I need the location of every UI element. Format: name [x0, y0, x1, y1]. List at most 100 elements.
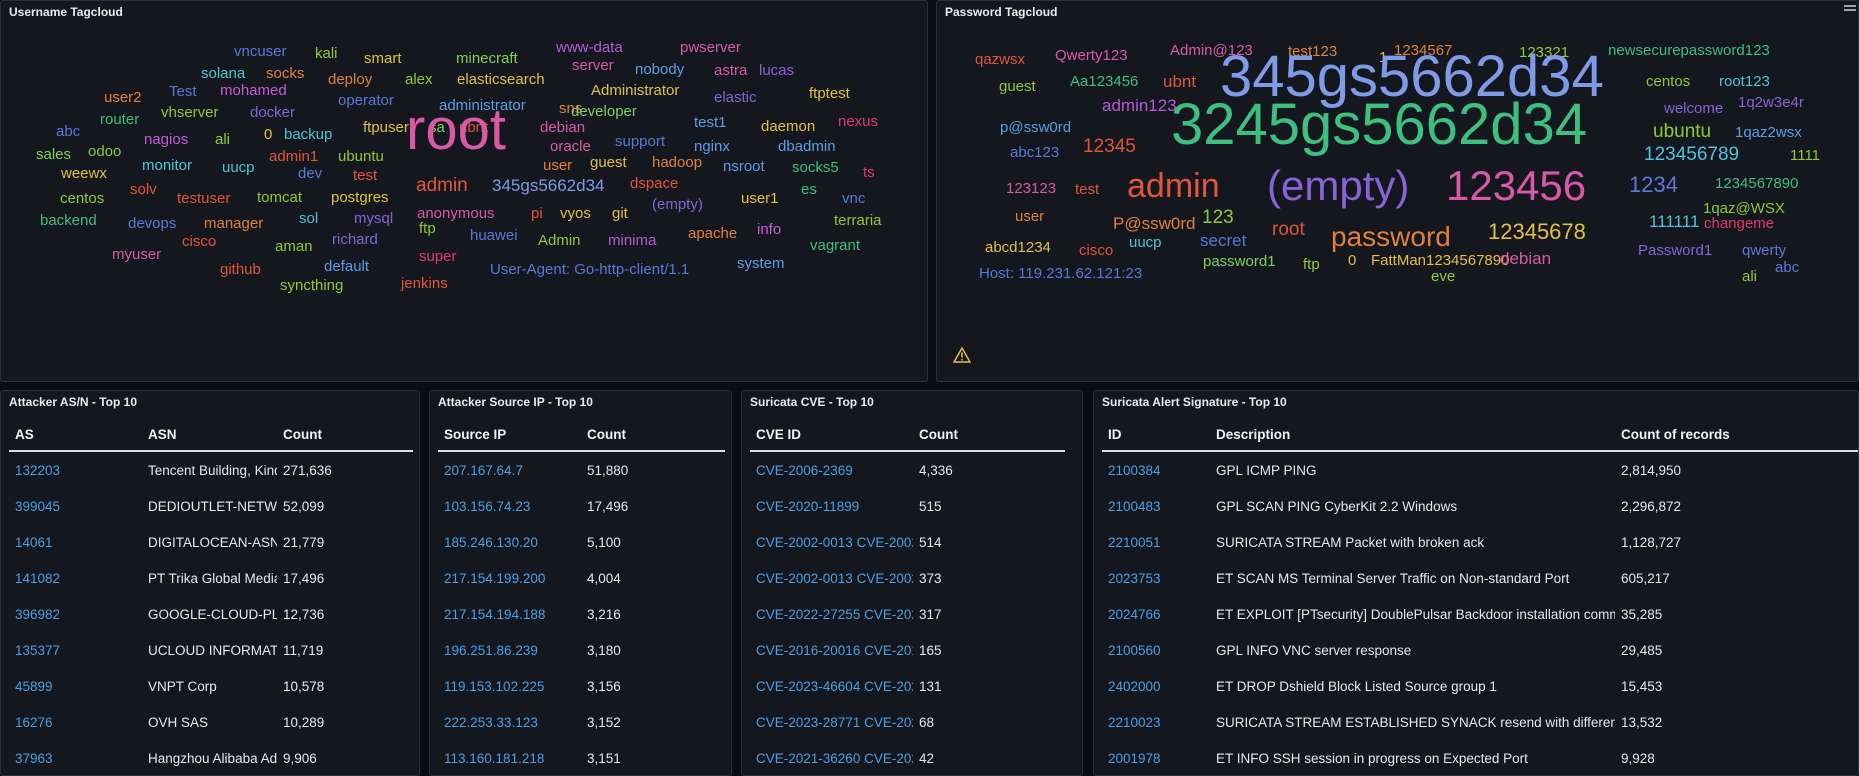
tag-word[interactable]: git: [612, 205, 628, 223]
tag-word[interactable]: admin123: [1102, 96, 1177, 116]
tag-word[interactable]: vncuser: [234, 43, 287, 61]
column-header[interactable]: CVE ID: [750, 419, 913, 452]
tag-word[interactable]: guest: [999, 78, 1036, 96]
tag-word[interactable]: welcome: [1664, 100, 1724, 118]
tag-word[interactable]: secret: [1200, 231, 1247, 251]
tag-word[interactable]: user: [543, 157, 573, 175]
tag-word[interactable]: mysql: [354, 210, 394, 228]
table-cell-link[interactable]: CVE-2002-0013 CVE-2002-0012: [756, 534, 913, 550]
table-cell-link[interactable]: 217.154.199.200: [444, 570, 546, 586]
tag-word[interactable]: 111111: [1649, 212, 1700, 232]
tag-word[interactable]: vagrant: [810, 237, 861, 255]
tag-word[interactable]: 1234: [1629, 172, 1678, 198]
tag-word[interactable]: 345gs5662d34: [492, 176, 605, 196]
table-cell-link[interactable]: CVE-2023-28771 CVE-2023-28771: [756, 714, 913, 730]
tag-word[interactable]: 1234567890: [1715, 175, 1799, 193]
tag-word[interactable]: 1: [1379, 49, 1388, 67]
tag-word[interactable]: developer: [571, 103, 637, 121]
tag-word[interactable]: User-Agent: Go-http-client/1.1: [490, 261, 690, 279]
table-cell-link[interactable]: 2024766: [1108, 606, 1161, 622]
tag-word[interactable]: docker: [250, 104, 296, 122]
tag-word[interactable]: root: [406, 96, 506, 162]
tag-word[interactable]: solana: [201, 65, 246, 83]
tag-word[interactable]: qwerty: [1742, 242, 1787, 260]
tag-word[interactable]: astra: [714, 62, 748, 80]
tag-word[interactable]: abc: [56, 123, 81, 141]
tag-word[interactable]: jenkins: [401, 275, 448, 293]
tag-word[interactable]: ubuntu: [338, 148, 384, 166]
table-cell-link[interactable]: 2001978: [1108, 750, 1161, 766]
tag-word[interactable]: operator: [338, 92, 394, 110]
tag-word[interactable]: test: [353, 167, 378, 185]
tag-word[interactable]: changeme: [1704, 215, 1775, 233]
tag-word[interactable]: Qwerty123: [1055, 47, 1128, 65]
tag-word[interactable]: deploy: [328, 71, 373, 89]
tag-word[interactable]: socks: [266, 65, 305, 83]
tag-word[interactable]: dbadmin: [778, 138, 836, 156]
table-cell-link[interactable]: 2210051: [1108, 534, 1161, 550]
tag-word[interactable]: ftptest: [809, 85, 850, 103]
tag-word[interactable]: Host: 119.231.62.121:23: [979, 265, 1143, 283]
tag-word[interactable]: 12345: [1083, 136, 1136, 158]
tag-word[interactable]: kali: [315, 45, 338, 63]
tag-word[interactable]: guest: [590, 154, 627, 172]
tag-word[interactable]: sns: [559, 100, 583, 118]
tag-word[interactable]: centos: [1646, 73, 1691, 91]
tag-word[interactable]: richard: [332, 231, 378, 249]
tag-word[interactable]: user1: [741, 190, 779, 208]
tag-word[interactable]: nexus: [838, 113, 879, 131]
tag-word[interactable]: terraria: [834, 212, 882, 230]
tag-word[interactable]: server: [572, 57, 614, 75]
table-cell-link[interactable]: CVE-2022-27255 CVE-2022-27255: [756, 606, 913, 622]
tag-word[interactable]: Test: [169, 83, 197, 101]
column-header[interactable]: AS: [9, 419, 142, 452]
table-cell-link[interactable]: 399045: [15, 498, 61, 514]
table-cell-link[interactable]: 217.154.194.188: [444, 606, 546, 622]
table-cell-link[interactable]: 37963: [15, 750, 53, 766]
tag-word[interactable]: vnc: [842, 190, 866, 208]
column-header[interactable]: ID: [1102, 419, 1210, 452]
tag-word[interactable]: nsroot: [723, 158, 765, 176]
tag-word[interactable]: system: [737, 255, 785, 273]
panel-menu-icon[interactable]: [1844, 5, 1856, 13]
tag-word[interactable]: tomcat: [257, 189, 303, 207]
tag-word[interactable]: odoo: [88, 143, 122, 161]
column-header[interactable]: Count: [581, 419, 725, 452]
tag-word[interactable]: testuser: [177, 190, 231, 208]
table-cell-link[interactable]: 141082: [15, 570, 61, 586]
tag-word[interactable]: cisco: [182, 233, 217, 251]
tag-word[interactable]: sa: [429, 119, 445, 137]
table-cell-link[interactable]: 2402000: [1108, 678, 1161, 694]
column-header[interactable]: ASN: [142, 419, 277, 452]
tag-word[interactable]: dspace: [630, 175, 679, 193]
tag-word[interactable]: abcd1234: [985, 239, 1051, 257]
tag-word[interactable]: eve: [1431, 268, 1456, 286]
tag-word[interactable]: debian: [1500, 249, 1552, 269]
tag-word[interactable]: user: [1015, 208, 1045, 226]
tag-word[interactable]: daemon: [761, 118, 816, 136]
table-cell-link[interactable]: 2100483: [1108, 498, 1161, 514]
tag-word[interactable]: root123: [1719, 73, 1770, 91]
tag-word[interactable]: support: [615, 133, 666, 151]
tag-word[interactable]: Password1: [1638, 242, 1713, 260]
tag-word[interactable]: 1111: [1790, 147, 1821, 165]
tag-word[interactable]: password1: [1203, 253, 1276, 271]
tag-word[interactable]: admin: [1127, 166, 1220, 205]
tag-word[interactable]: router: [100, 111, 140, 129]
tag-word[interactable]: solv: [130, 181, 157, 199]
column-header[interactable]: Count: [913, 419, 1065, 452]
tag-word[interactable]: 3245gs5662d34: [1171, 91, 1588, 157]
table-cell-link[interactable]: CVE-2021-36260 CVE-2021-36260: [756, 750, 913, 766]
tag-word[interactable]: 0: [1348, 252, 1357, 270]
table-cell-link[interactable]: 2023753: [1108, 570, 1161, 586]
tag-word[interactable]: root: [1272, 219, 1305, 241]
tag-word[interactable]: Admin@123: [1170, 42, 1253, 60]
tag-word[interactable]: sales: [36, 146, 72, 164]
tag-word[interactable]: ali: [1742, 268, 1758, 286]
tag-word[interactable]: github: [220, 261, 261, 279]
tag-word[interactable]: newsecurepassword123: [1608, 42, 1770, 60]
table-cell-link[interactable]: CVE-2020-11899: [756, 498, 860, 514]
tag-word[interactable]: 123: [1202, 207, 1234, 229]
tag-word[interactable]: 1qaz2wsx: [1735, 124, 1802, 142]
tag-word[interactable]: minima: [608, 232, 657, 250]
